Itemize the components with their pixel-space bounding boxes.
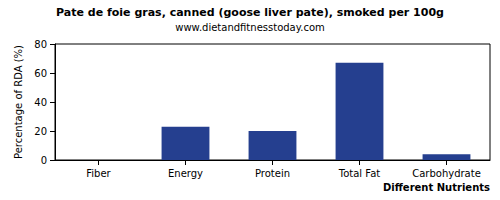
svg-text:Energy: Energy [168, 168, 203, 179]
svg-text:0: 0 [41, 155, 47, 166]
svg-text:20: 20 [34, 126, 47, 137]
svg-text:Total Fat: Total Fat [338, 168, 380, 179]
svg-text:40: 40 [34, 97, 47, 108]
svg-text:Fiber: Fiber [86, 168, 111, 179]
svg-text:Pate de foie gras, canned (goo: Pate de foie gras, canned (goose liver p… [56, 6, 444, 19]
svg-text:Percentage of RDA (%): Percentage of RDA (%) [13, 45, 24, 159]
svg-text:60: 60 [34, 68, 47, 79]
svg-text:www.dietandfitnesstoday.com: www.dietandfitnesstoday.com [175, 22, 324, 33]
svg-text:Different Nutrients: Different Nutrients [383, 182, 490, 193]
svg-text:Carbohydrate: Carbohydrate [412, 168, 481, 179]
svg-text:80: 80 [34, 39, 47, 50]
svg-text:Protein: Protein [255, 168, 290, 179]
